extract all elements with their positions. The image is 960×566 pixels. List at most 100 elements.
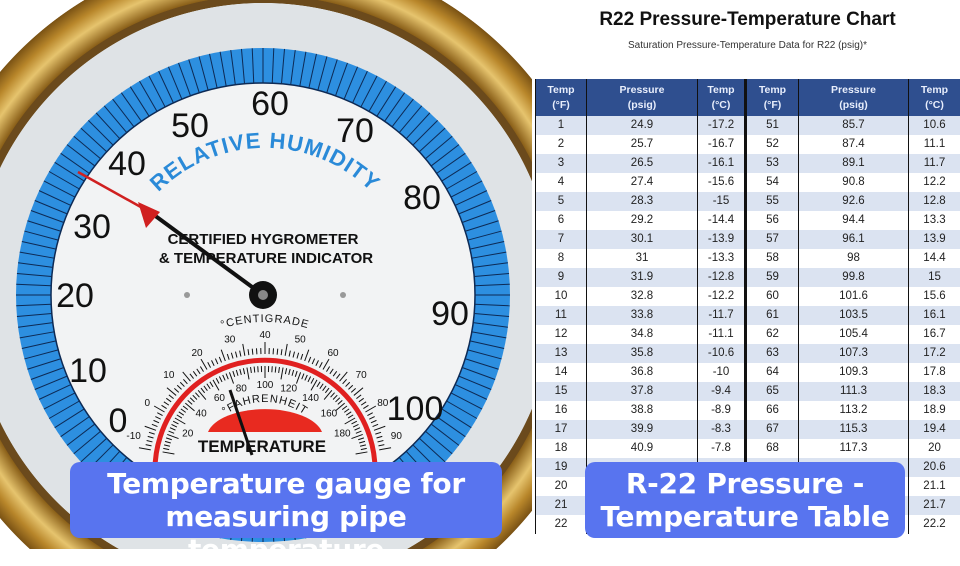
fahrenheit-tick-label: 140 xyxy=(302,393,319,404)
table-cell: 6 xyxy=(536,211,587,230)
table-cell: -16.1 xyxy=(698,154,746,173)
table-cell: 25.7 xyxy=(587,135,698,154)
humidity-scale-label: 70 xyxy=(336,112,374,150)
left-caption-line1: Temperature gauge for xyxy=(70,467,502,500)
table-cell: 20 xyxy=(909,439,960,458)
indicator-label: & TEMPERATURE INDICATOR xyxy=(159,250,373,267)
celsius-tick-label: 60 xyxy=(327,348,339,359)
humidity-scale-label: 100 xyxy=(387,390,444,428)
temperature-tick xyxy=(254,367,255,373)
table-cell: 11.1 xyxy=(909,135,960,154)
table-cell: 8 xyxy=(536,249,587,268)
table-cell: 15 xyxy=(536,382,587,401)
humidity-scale-label: 10 xyxy=(69,352,107,390)
table-cell: 16.7 xyxy=(909,325,960,344)
celsius-tick-label: 10 xyxy=(163,370,175,381)
celsius-tick-label: 90 xyxy=(391,431,403,442)
column-header: Temp(°F) xyxy=(746,79,799,116)
table-cell: 19 xyxy=(536,458,587,477)
table-cell: 21 xyxy=(536,496,587,515)
table-cell: 35.8 xyxy=(587,344,698,363)
table-cell: 63 xyxy=(746,344,799,363)
column-header: Temp(°F) xyxy=(536,79,587,116)
table-cell: 52 xyxy=(746,135,799,154)
celsius-tick-label: 80 xyxy=(377,398,389,409)
table-cell: 85.7 xyxy=(799,116,909,135)
table-cell: -13.3 xyxy=(698,249,746,268)
table-cell: -8.3 xyxy=(698,420,746,439)
table-cell: 66 xyxy=(746,401,799,420)
table-cell: 68 xyxy=(746,439,799,458)
table-cell: 21.1 xyxy=(909,477,960,496)
table-cell: 9 xyxy=(536,268,587,287)
table-cell: 33.8 xyxy=(587,306,698,325)
fahrenheit-tick-label: 180 xyxy=(334,428,351,439)
celsius-tick-label: 40 xyxy=(259,330,271,341)
table-cell: 12.8 xyxy=(909,192,960,211)
table-cell: 65 xyxy=(746,382,799,401)
table-cell: 62 xyxy=(746,325,799,344)
table-cell: 7 xyxy=(536,230,587,249)
table-cell: 94.4 xyxy=(799,211,909,230)
table-cell: 34.8 xyxy=(587,325,698,344)
table-cell: 31.9 xyxy=(587,268,698,287)
table-cell: 11.7 xyxy=(909,154,960,173)
table-cell: 59 xyxy=(746,268,799,287)
humidity-scale-label: 40 xyxy=(108,145,146,183)
table-cell: -15 xyxy=(698,192,746,211)
humidity-scale-label: 80 xyxy=(403,179,441,217)
table-cell: 15 xyxy=(909,268,960,287)
table-cell: -12.8 xyxy=(698,268,746,287)
temperature-label: TEMPERATURE xyxy=(198,437,326,456)
fahrenheit-tick-label: 80 xyxy=(236,383,248,394)
table-cell: 87.4 xyxy=(799,135,909,154)
table-cell: 10.6 xyxy=(909,116,960,135)
fahrenheit-tick-label: 40 xyxy=(196,408,208,419)
table-cell: 103.5 xyxy=(799,306,909,325)
table-cell: 89.1 xyxy=(799,154,909,173)
table-cell: 20.6 xyxy=(909,458,960,477)
table-cell: 18.9 xyxy=(909,401,960,420)
celsius-tick-label: 30 xyxy=(224,335,236,346)
table-cell: 105.4 xyxy=(799,325,909,344)
table-cell: -9.4 xyxy=(698,382,746,401)
table-cell: 55 xyxy=(746,192,799,211)
table-header-row: Temp(°F)Pressure(psig)Temp(°C)Temp(°F)Pr… xyxy=(536,79,960,116)
table-cell: 16.1 xyxy=(909,306,960,325)
table-cell: -16.7 xyxy=(698,135,746,154)
column-header: Temp(°C) xyxy=(909,79,960,116)
table-cell: 20 xyxy=(536,477,587,496)
table-cell: 111.3 xyxy=(799,382,909,401)
humidity-scale-label: 30 xyxy=(73,208,111,246)
table-cell: 1 xyxy=(536,116,587,135)
table-cell: 57 xyxy=(746,230,799,249)
humidity-scale-label: 0 xyxy=(109,402,128,440)
table-cell: -17.2 xyxy=(698,116,746,135)
table-cell: 37.8 xyxy=(587,382,698,401)
celsius-tick-label: -10 xyxy=(126,431,141,442)
table-cell: -11.1 xyxy=(698,325,746,344)
temperature-tick xyxy=(277,349,278,355)
table-cell: 28.3 xyxy=(587,192,698,211)
table-cell: 13.3 xyxy=(909,211,960,230)
humidity-scale-label: 20 xyxy=(56,277,94,315)
table-cell: 56 xyxy=(746,211,799,230)
table-cell: 107.3 xyxy=(799,344,909,363)
celsius-tick-label: 50 xyxy=(295,335,307,346)
table-cell: 96.1 xyxy=(799,230,909,249)
table-cell: 10 xyxy=(536,287,587,306)
table-cell: 13 xyxy=(536,344,587,363)
chart-title: R22 Pressure-Temperature Chart xyxy=(535,9,960,31)
table-cell: 60 xyxy=(746,287,799,306)
table-cell: 18 xyxy=(536,439,587,458)
table-cell: 17 xyxy=(536,420,587,439)
